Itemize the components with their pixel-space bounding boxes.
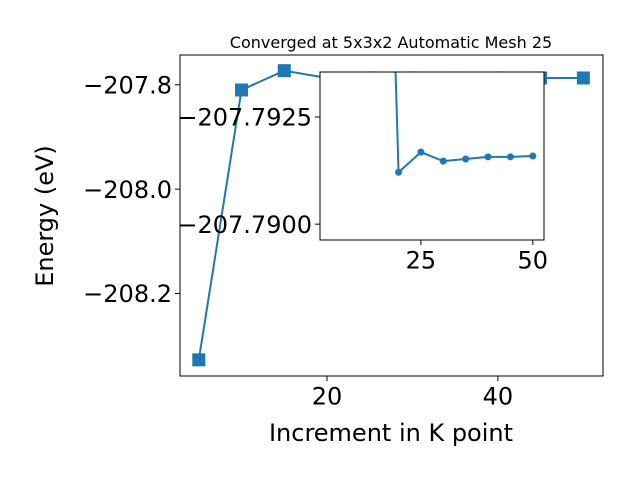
- plot-frame: [319, 71, 545, 241]
- marker: [506, 153, 514, 161]
- marker: [529, 152, 537, 160]
- marker: [192, 353, 206, 367]
- marker: [395, 168, 403, 176]
- marker: [277, 64, 291, 78]
- x-axis-label: Increment in K point: [269, 419, 513, 447]
- plot-frame: [179, 54, 604, 377]
- marker: [439, 157, 447, 165]
- y-tick-label: −207.7900: [177, 211, 312, 239]
- series-line: [394, 72, 533, 175]
- marker: [576, 71, 590, 85]
- y-tick-label: −208.2: [83, 280, 172, 308]
- plot-area: [394, 72, 537, 176]
- chart-title: Converged at 5x3x2 Automatic Mesh 25: [230, 33, 552, 52]
- y-tick-label: −208.0: [83, 176, 172, 204]
- marker: [484, 153, 492, 161]
- marker: [235, 83, 249, 97]
- y-tick-label: −207.7925: [177, 104, 312, 132]
- marker: [417, 148, 425, 156]
- x-tick-label: 50: [518, 246, 549, 274]
- y-axis-label: Energy (eV): [31, 145, 59, 287]
- x-tick-label: 20: [312, 382, 343, 410]
- y-tick-label: −207.8: [83, 71, 172, 99]
- x-tick-label: 40: [483, 382, 514, 410]
- x-tick-label: 25: [406, 246, 437, 274]
- marker: [462, 155, 470, 163]
